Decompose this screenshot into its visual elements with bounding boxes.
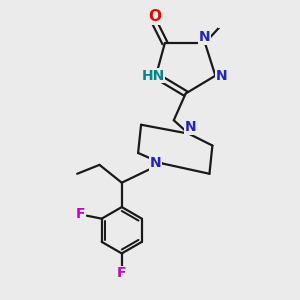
Text: N: N [184,120,196,134]
Text: F: F [76,207,85,221]
Text: HN: HN [141,69,165,83]
Text: N: N [215,69,227,83]
Text: O: O [148,9,161,24]
Text: N: N [199,30,211,44]
Text: F: F [117,266,127,280]
Text: N: N [149,156,161,170]
